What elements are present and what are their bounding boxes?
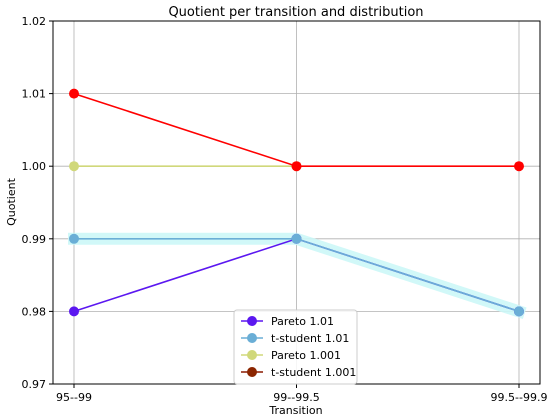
data-point xyxy=(69,306,79,317)
y-tick-label: 1.01 xyxy=(22,88,47,101)
x-axis-label: Transition xyxy=(268,404,322,417)
legend-marker xyxy=(247,333,257,343)
legend-marker xyxy=(247,367,257,377)
legend-box xyxy=(233,309,358,385)
axis-ticks: 0.97 0.98 0.99 1.00 1.01 1.02 95--99 99--99.5 99… xyxy=(22,15,548,404)
y-tick-label: 1.00 xyxy=(22,160,47,173)
y-tick-label: 0.99 xyxy=(22,233,47,246)
chart-title: Quotient per transition and distribution xyxy=(168,5,423,20)
legend-label: t-student 1.01 xyxy=(271,332,349,345)
y-tick-label: 0.98 xyxy=(22,305,47,318)
legend-marker xyxy=(247,350,257,360)
data-point xyxy=(69,233,79,244)
legend-label: Pareto 1.01 xyxy=(271,315,334,328)
y-tick-label: 1.02 xyxy=(22,15,47,28)
data-point xyxy=(69,88,79,99)
series-1 xyxy=(69,233,524,317)
legend-label: Pareto 1.001 xyxy=(271,349,341,362)
x-tick-label: 99--99.5 xyxy=(273,391,319,404)
data-point xyxy=(69,161,79,172)
series-3 xyxy=(69,88,524,172)
series-layer xyxy=(68,88,527,319)
x-tick-label: 95--99 xyxy=(56,391,92,404)
data-point xyxy=(291,161,302,172)
data-point xyxy=(514,306,524,317)
legend-label: t-student 1.001 xyxy=(271,366,356,379)
legend-marker xyxy=(247,316,257,326)
data-point xyxy=(291,233,302,244)
legend: Pareto 1.01 t-student 1.01 Pareto 1.001 t-s… xyxy=(233,309,358,385)
data-point xyxy=(514,161,524,172)
x-tick-label: 99.5--99.9 xyxy=(491,391,548,404)
y-tick-label: 0.97 xyxy=(22,378,47,391)
y-axis-label: Quotient xyxy=(5,177,18,225)
